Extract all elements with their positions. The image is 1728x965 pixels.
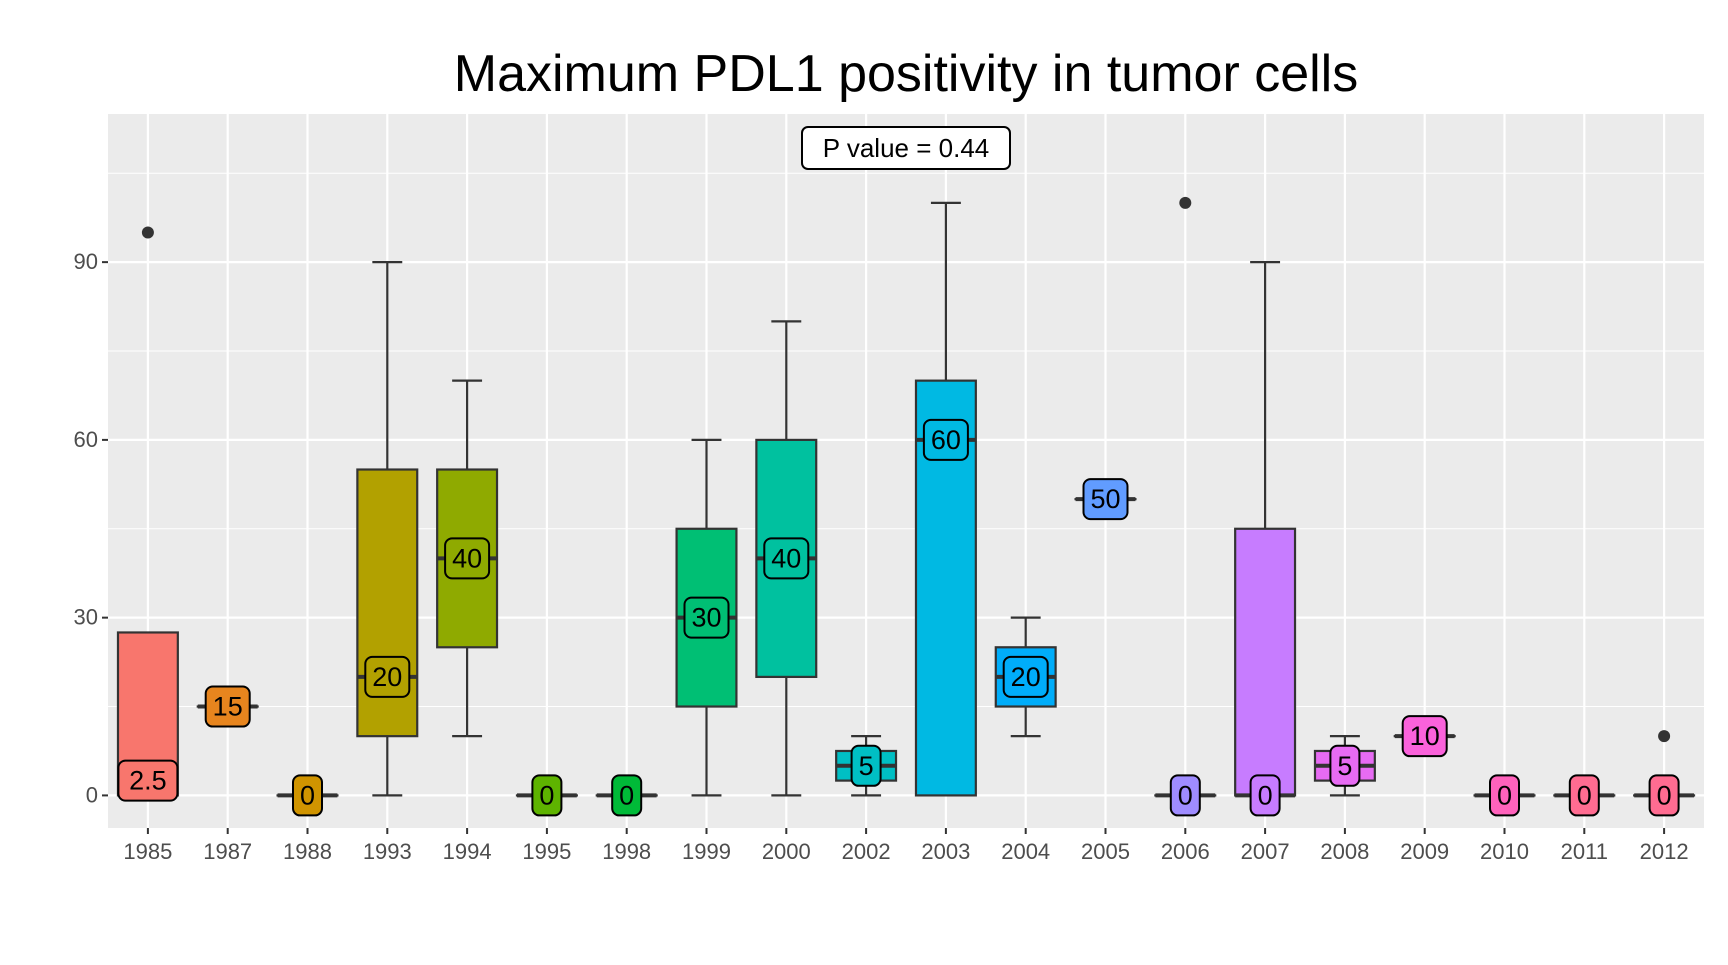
- y-axis: 0 30 60 90: [74, 249, 108, 807]
- y-tick-label: 30: [74, 605, 98, 630]
- median-label-2003: 60: [924, 420, 968, 460]
- x-tick-label: 1994: [443, 839, 492, 864]
- median-label-text: 0: [300, 780, 315, 810]
- median-label-text: 15: [213, 692, 243, 722]
- median-label-text: 30: [691, 603, 721, 633]
- median-label-2002: 5: [852, 746, 881, 786]
- median-label-2008: 5: [1330, 746, 1359, 786]
- median-label-2012: 0: [1650, 775, 1679, 815]
- outlier-point: [142, 227, 154, 239]
- median-label-1995: 0: [532, 775, 561, 815]
- median-label-2011: 0: [1570, 775, 1599, 815]
- x-tick-label: 1985: [123, 839, 172, 864]
- x-tick-label: 1987: [203, 839, 252, 864]
- median-label-text: 5: [859, 751, 874, 781]
- x-tick-label: 2006: [1161, 839, 1210, 864]
- outlier-point: [1179, 197, 1191, 209]
- plot-panel: [108, 114, 1704, 828]
- x-axis: 1985 1987 1988 1993 1994 1995 1998 1999 2000 2002…: [123, 828, 1688, 864]
- p-value-annotation: P value = 0.44: [802, 127, 1010, 169]
- median-label-text: 10: [1410, 721, 1440, 751]
- median-label-2005: 50: [1084, 479, 1128, 519]
- x-tick-label: 1995: [522, 839, 571, 864]
- x-tick-label: 2000: [762, 839, 811, 864]
- median-label-text: 60: [931, 425, 961, 455]
- median-label-1985: 2.5: [118, 761, 177, 801]
- x-tick-label: 1999: [682, 839, 731, 864]
- median-label-1998: 0: [612, 775, 641, 815]
- median-label-1993: 20: [365, 657, 409, 697]
- box-body: [1235, 529, 1295, 796]
- median-label-1994: 40: [445, 538, 489, 578]
- y-tick-label: 90: [74, 249, 98, 274]
- chart-title: Maximum PDL1 positivity in tumor cells: [108, 44, 1704, 104]
- median-label-text: 20: [1011, 662, 1041, 692]
- median-label-2007: 0: [1251, 775, 1280, 815]
- median-label-text: 5: [1337, 751, 1352, 781]
- y-tick-label: 60: [74, 427, 98, 452]
- annotation-text: P value = 0.44: [823, 133, 990, 163]
- x-tick-label: 2010: [1480, 839, 1529, 864]
- median-label-text: 0: [1577, 780, 1592, 810]
- median-label-1988: 0: [293, 775, 322, 815]
- median-label-text: 40: [452, 543, 482, 573]
- x-tick-label: 2005: [1081, 839, 1130, 864]
- median-label-2000: 40: [764, 538, 808, 578]
- median-label-text: 0: [1657, 780, 1672, 810]
- x-tick-label: 2007: [1241, 839, 1290, 864]
- median-label-text: 0: [1178, 780, 1193, 810]
- x-tick-label: 2009: [1400, 839, 1449, 864]
- outlier-point: [1658, 730, 1670, 742]
- y-tick-label: 0: [86, 782, 98, 807]
- median-label-2009: 10: [1403, 716, 1447, 756]
- x-tick-label: 2008: [1320, 839, 1369, 864]
- median-label-text: 0: [539, 780, 554, 810]
- x-tick-label: 2004: [1001, 839, 1050, 864]
- median-label-text: 0: [1497, 780, 1512, 810]
- median-label-text: 2.5: [129, 766, 167, 796]
- median-label-text: 0: [619, 780, 634, 810]
- median-label-2010: 0: [1490, 775, 1519, 815]
- median-label-text: 50: [1090, 484, 1120, 514]
- x-tick-label: 2003: [921, 839, 970, 864]
- x-tick-label: 2011: [1561, 839, 1608, 864]
- median-label-1987: 15: [206, 687, 250, 727]
- median-label-text: 40: [771, 543, 801, 573]
- x-tick-label: 1998: [602, 839, 651, 864]
- median-label-2004: 20: [1004, 657, 1048, 697]
- median-label-2006: 0: [1171, 775, 1200, 815]
- median-label-text: 20: [372, 662, 402, 692]
- x-tick-label: 2002: [842, 839, 891, 864]
- x-tick-label: 1993: [363, 839, 412, 864]
- median-label-text: 0: [1258, 780, 1273, 810]
- median-label-1999: 30: [685, 598, 729, 638]
- x-tick-label: 1988: [283, 839, 332, 864]
- x-tick-label: 2012: [1640, 839, 1689, 864]
